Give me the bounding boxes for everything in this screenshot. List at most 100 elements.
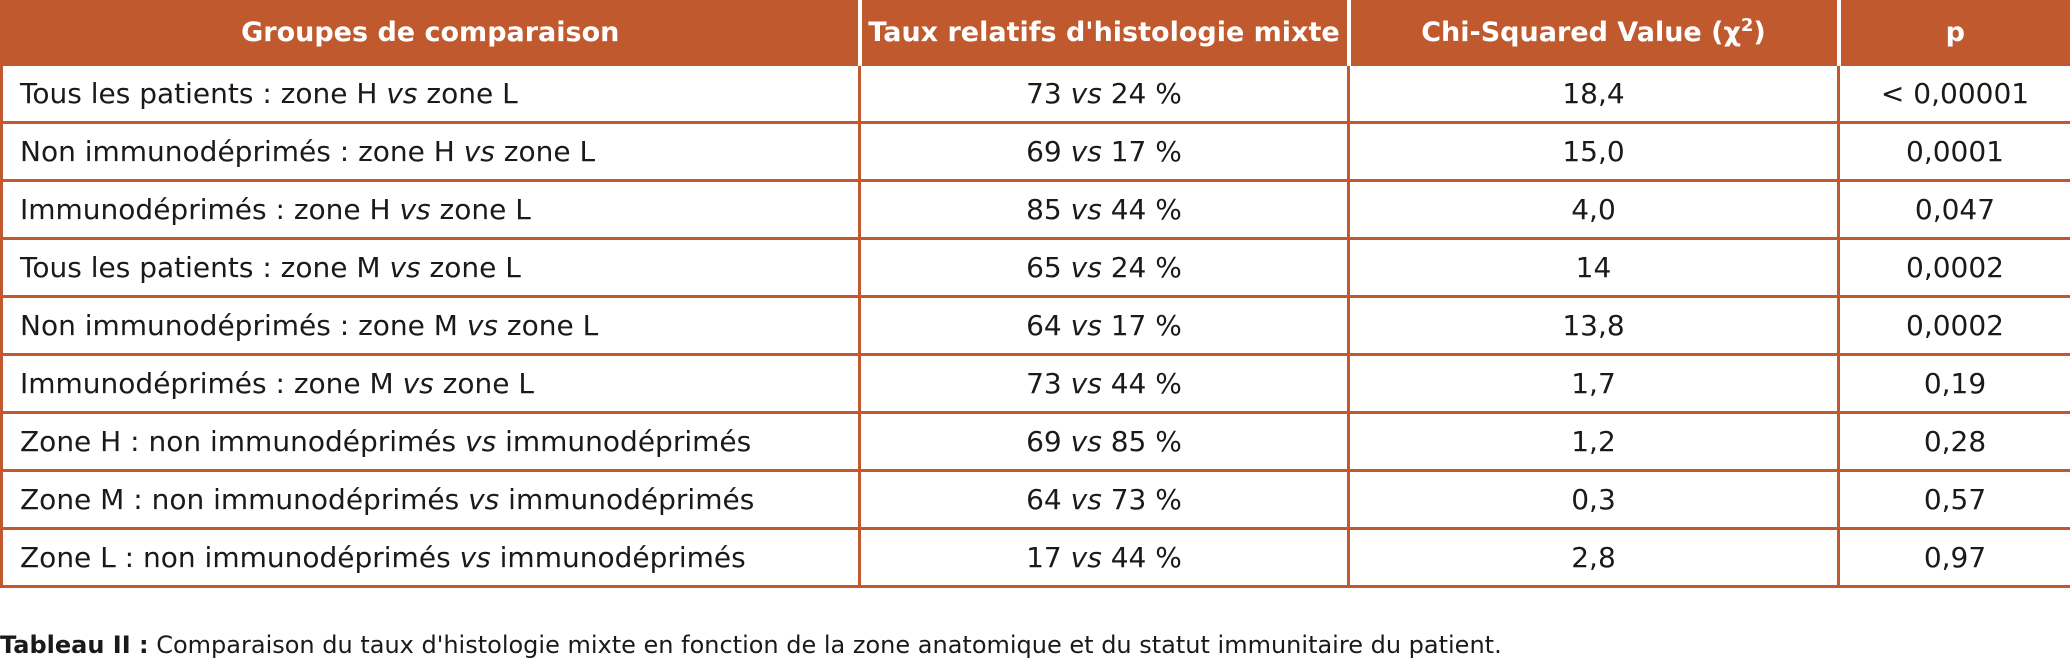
cell-rates: 69 vs 17 % <box>858 121 1350 182</box>
vs-text: vs <box>399 193 431 226</box>
cell-group: Zone H : non immunodéprimés vs immunodép… <box>0 411 861 472</box>
vs-text: vs <box>468 483 500 516</box>
table-body: Tous les patients : zone H vs zone L 73 … <box>0 63 2070 588</box>
vs-text: vs <box>1070 193 1102 226</box>
group-pre: Zone M : non immunodéprimés <box>20 483 469 516</box>
group-pre: Tous les patients : zone H <box>20 77 387 110</box>
cell-rates: 85 vs 44 % <box>858 179 1350 240</box>
cell-chi: 2,8 <box>1347 527 1840 588</box>
group-post: zone L <box>498 309 599 342</box>
cell-rates: 65 vs 24 % <box>858 237 1350 298</box>
cell-p: 0,0002 <box>1837 237 2070 298</box>
cell-p: < 0,00001 <box>1837 63 2070 124</box>
vs-text: vs <box>402 367 434 400</box>
group-post: zone L <box>430 193 531 226</box>
table-row: Immunodéprimés : zone M vs zone L 73 vs … <box>0 353 2070 414</box>
rate-a: 73 <box>1026 367 1062 400</box>
group-post: immunodéprimés <box>496 425 752 458</box>
cell-p: 0,19 <box>1837 353 2070 414</box>
vs-text: vs <box>1070 425 1102 458</box>
rate-a: 65 <box>1026 251 1062 284</box>
cell-chi: 0,3 <box>1347 469 1840 530</box>
cell-group: Immunodéprimés : zone M vs zone L <box>0 353 861 414</box>
table-row: Non immunodéprimés : zone H vs zone L 69… <box>0 121 2070 182</box>
cell-rates: 73 vs 24 % <box>858 63 1350 124</box>
vs-text: vs <box>1070 309 1102 342</box>
comparison-table-wrapper: Groupes de comparaison Taux relatifs d'h… <box>0 0 2070 588</box>
cell-chi: 4,0 <box>1347 179 1840 240</box>
table-row: Tous les patients : zone M vs zone L 65 … <box>0 237 2070 298</box>
table-caption: Tableau II : Comparaison du taux d'histo… <box>0 631 1502 659</box>
header-groups: Groupes de comparaison <box>0 0 860 66</box>
group-post: immunodéprimés <box>499 483 755 516</box>
vs-text: vs <box>1070 77 1102 110</box>
group-post: immunodéprimés <box>490 541 746 574</box>
header-chi-squared: Chi-Squared Value (χ2) <box>1346 0 1839 66</box>
rate-b: 17 % <box>1101 135 1182 168</box>
group-pre: Tous les patients : zone M <box>20 251 390 284</box>
table-row: Tous les patients : zone H vs zone L 73 … <box>0 63 2070 124</box>
group-post: zone L <box>417 77 518 110</box>
group-post: zone L <box>494 135 596 168</box>
rate-a: 69 <box>1026 135 1062 168</box>
rate-b: 17 % <box>1101 309 1182 342</box>
comparison-table: Groupes de comparaison Taux relatifs d'h… <box>0 0 2070 588</box>
rate-b: 44 % <box>1101 367 1182 400</box>
header-chi-close: ) <box>1753 17 1766 48</box>
cell-p: 0,0001 <box>1837 121 2070 182</box>
cell-chi: 13,8 <box>1347 295 1840 356</box>
cell-rates: 64 vs 73 % <box>858 469 1350 530</box>
rate-b: 85 % <box>1101 425 1182 458</box>
cell-chi: 14 <box>1347 237 1840 298</box>
cell-group: Non immunodéprimés : zone M vs zone L <box>0 295 861 356</box>
rate-b: 24 % <box>1101 251 1182 284</box>
vs-text: vs <box>386 77 418 110</box>
header-chi-sup: 2 <box>1740 15 1754 36</box>
group-pre: Immunodéprimés : zone M <box>20 367 403 400</box>
table-row: Non immunodéprimés : zone M vs zone L 64… <box>0 295 2070 356</box>
rate-a: 64 <box>1026 309 1062 342</box>
cell-rates: 69 vs 85 % <box>858 411 1350 472</box>
cell-p: 0,97 <box>1837 527 2070 588</box>
vs-text: vs <box>463 135 495 168</box>
rate-b: 73 % <box>1101 483 1182 516</box>
rate-a: 17 <box>1026 541 1062 574</box>
cell-chi: 15,0 <box>1347 121 1840 182</box>
cell-chi: 1,7 <box>1347 353 1840 414</box>
group-pre: Zone L : non immunodéprimés <box>20 541 460 574</box>
rate-a: 85 <box>1026 193 1062 226</box>
group-pre: Non immunodéprimés : zone H <box>20 135 464 168</box>
group-pre: Non immunodéprimés : zone M <box>20 309 467 342</box>
cell-group: Tous les patients : zone H vs zone L <box>0 63 861 124</box>
caption-label: Tableau II : <box>0 631 149 659</box>
table-row: Immunodéprimés : zone H vs zone L 85 vs … <box>0 179 2070 240</box>
rate-a: 64 <box>1026 483 1062 516</box>
group-post: zone L <box>433 367 534 400</box>
cell-rates: 64 vs 17 % <box>858 295 1350 356</box>
header-row: Groupes de comparaison Taux relatifs d'h… <box>0 0 2070 66</box>
cell-p: 0,57 <box>1837 469 2070 530</box>
cell-p: 0,0002 <box>1837 295 2070 356</box>
table-header: Groupes de comparaison Taux relatifs d'h… <box>0 0 2070 66</box>
cell-group: Tous les patients : zone M vs zone L <box>0 237 861 298</box>
vs-text: vs <box>1070 135 1102 168</box>
group-pre: Immunodéprimés : zone H <box>20 193 400 226</box>
vs-text: vs <box>1070 251 1102 284</box>
cell-p: 0,28 <box>1837 411 2070 472</box>
vs-text: vs <box>459 541 491 574</box>
rate-b: 44 % <box>1101 193 1182 226</box>
rate-b: 44 % <box>1101 541 1182 574</box>
table-row: Zone H : non immunodéprimés vs immunodép… <box>0 411 2070 472</box>
cell-chi: 1,2 <box>1347 411 1840 472</box>
caption-text: Comparaison du taux d'histologie mixte e… <box>148 631 1502 659</box>
vs-text: vs <box>1070 483 1102 516</box>
cell-group: Zone M : non immunodéprimés vs immunodép… <box>0 469 861 530</box>
header-rates: Taux relatifs d'histologie mixte <box>857 0 1349 66</box>
vs-text: vs <box>466 309 498 342</box>
table-row: Zone L : non immunodéprimés vs immunodép… <box>0 527 2070 588</box>
group-post: zone L <box>420 251 521 284</box>
header-chi-label: Chi-Squared Value (χ <box>1421 17 1741 48</box>
header-p: p <box>1836 0 2070 66</box>
vs-text: vs <box>1070 541 1102 574</box>
vs-text: vs <box>465 425 497 458</box>
